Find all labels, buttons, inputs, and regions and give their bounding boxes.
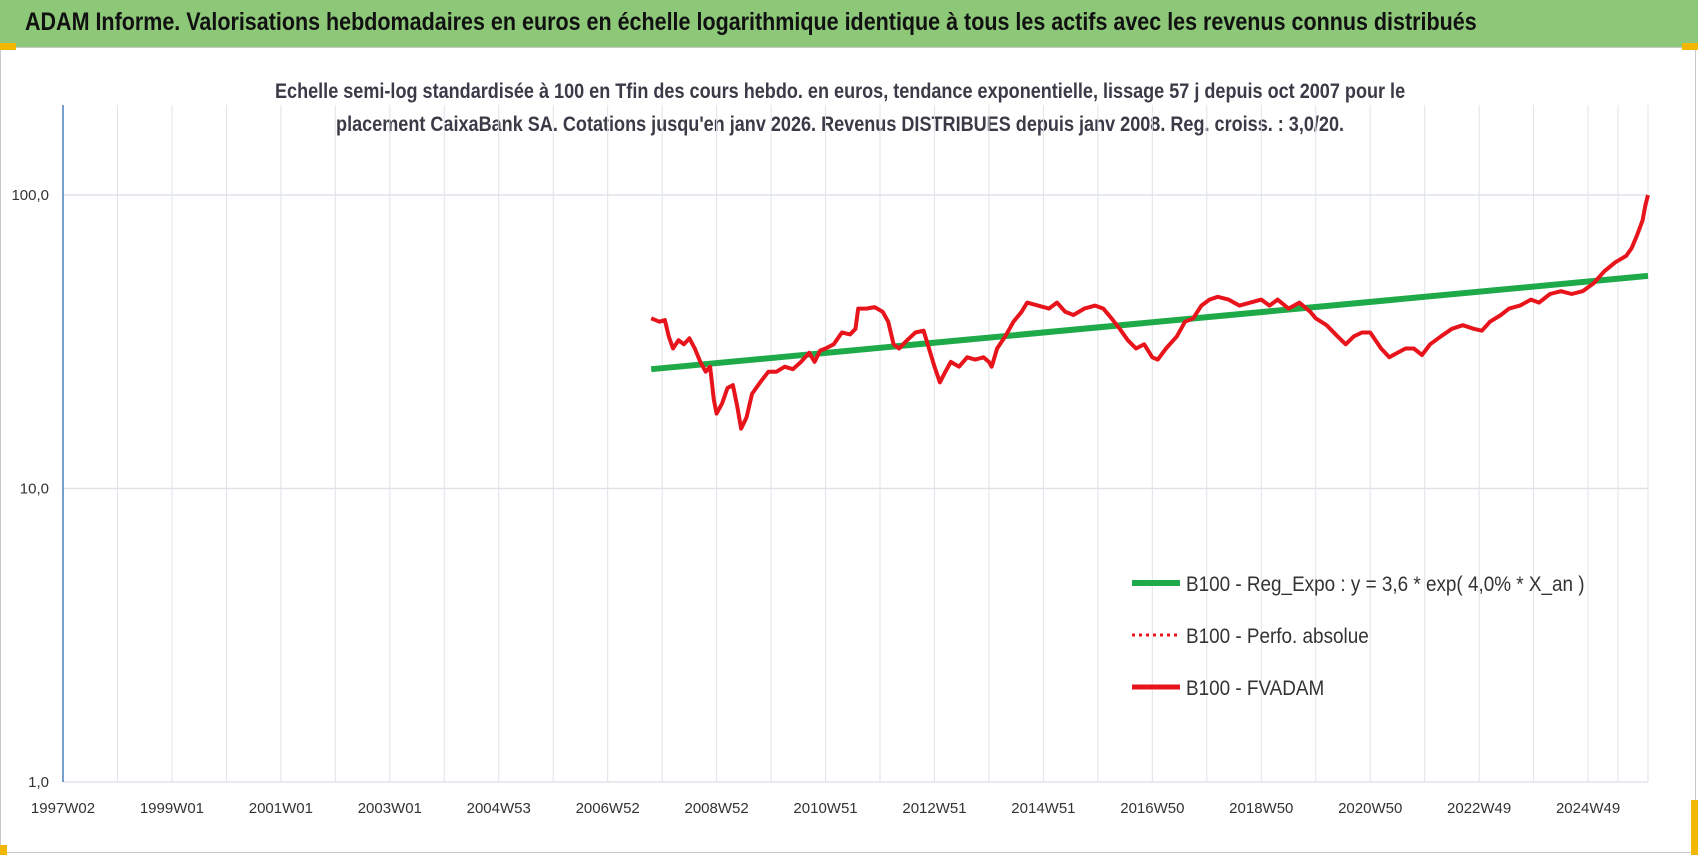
x-tick-label: 1997W02 [31,800,95,817]
corner-marker-top-right [1682,43,1698,50]
x-tick-label: 1999W01 [140,800,204,817]
x-tick-label: 2014W51 [1011,800,1075,817]
x-tick-label: 2024W49 [1556,800,1620,817]
y-tick-label: 100,0 [11,187,49,204]
legend-perfo-absolue-label: B100 - Perfo. absolue [1186,625,1369,648]
corner-marker-bottom-right [1691,800,1698,855]
legend-fvadam-label: B100 - FVADAM [1186,677,1324,700]
corner-marker-bottom-left [0,845,7,855]
corner-marker-top-left [0,43,16,50]
x-tick-label: 2006W52 [576,800,640,817]
x-tick-label: 2004W53 [467,800,531,817]
chart-title-line-2: placement CaixaBank SA. Cotations jusqu'… [335,113,1344,136]
legend-regression-label: B100 - Reg_Expo : y = 3,6 * exp( 4,0% * … [1186,573,1585,596]
chart-title: Echelle semi-log standardisée à 100 en T… [170,75,1510,141]
performance-line [650,194,1650,431]
x-tick-label: 2018W50 [1229,800,1293,817]
x-tick-label: 2010W51 [793,800,857,817]
x-tick-label: 2020W50 [1338,800,1402,817]
x-tick-label: 2012W51 [902,800,966,817]
y-tick-label: 10,0 [20,481,49,498]
report-title: ADAM Informe. Valorisations hebdomadaire… [25,8,1477,36]
x-tick-label: 2016W50 [1120,800,1184,817]
x-tick-label: 2003W01 [358,800,422,817]
chart-title-line-1: Echelle semi-log standardisée à 100 en T… [274,80,1406,103]
header-banner: ADAM Informe. Valorisations hebdomadaire… [0,0,1698,47]
x-tick-label: 2001W01 [249,800,313,817]
x-tick-label: 2008W52 [684,800,748,817]
y-tick-label: 1,0 [28,774,49,791]
chart-frame [0,47,1696,853]
x-tick-label: 2022W49 [1447,800,1511,817]
